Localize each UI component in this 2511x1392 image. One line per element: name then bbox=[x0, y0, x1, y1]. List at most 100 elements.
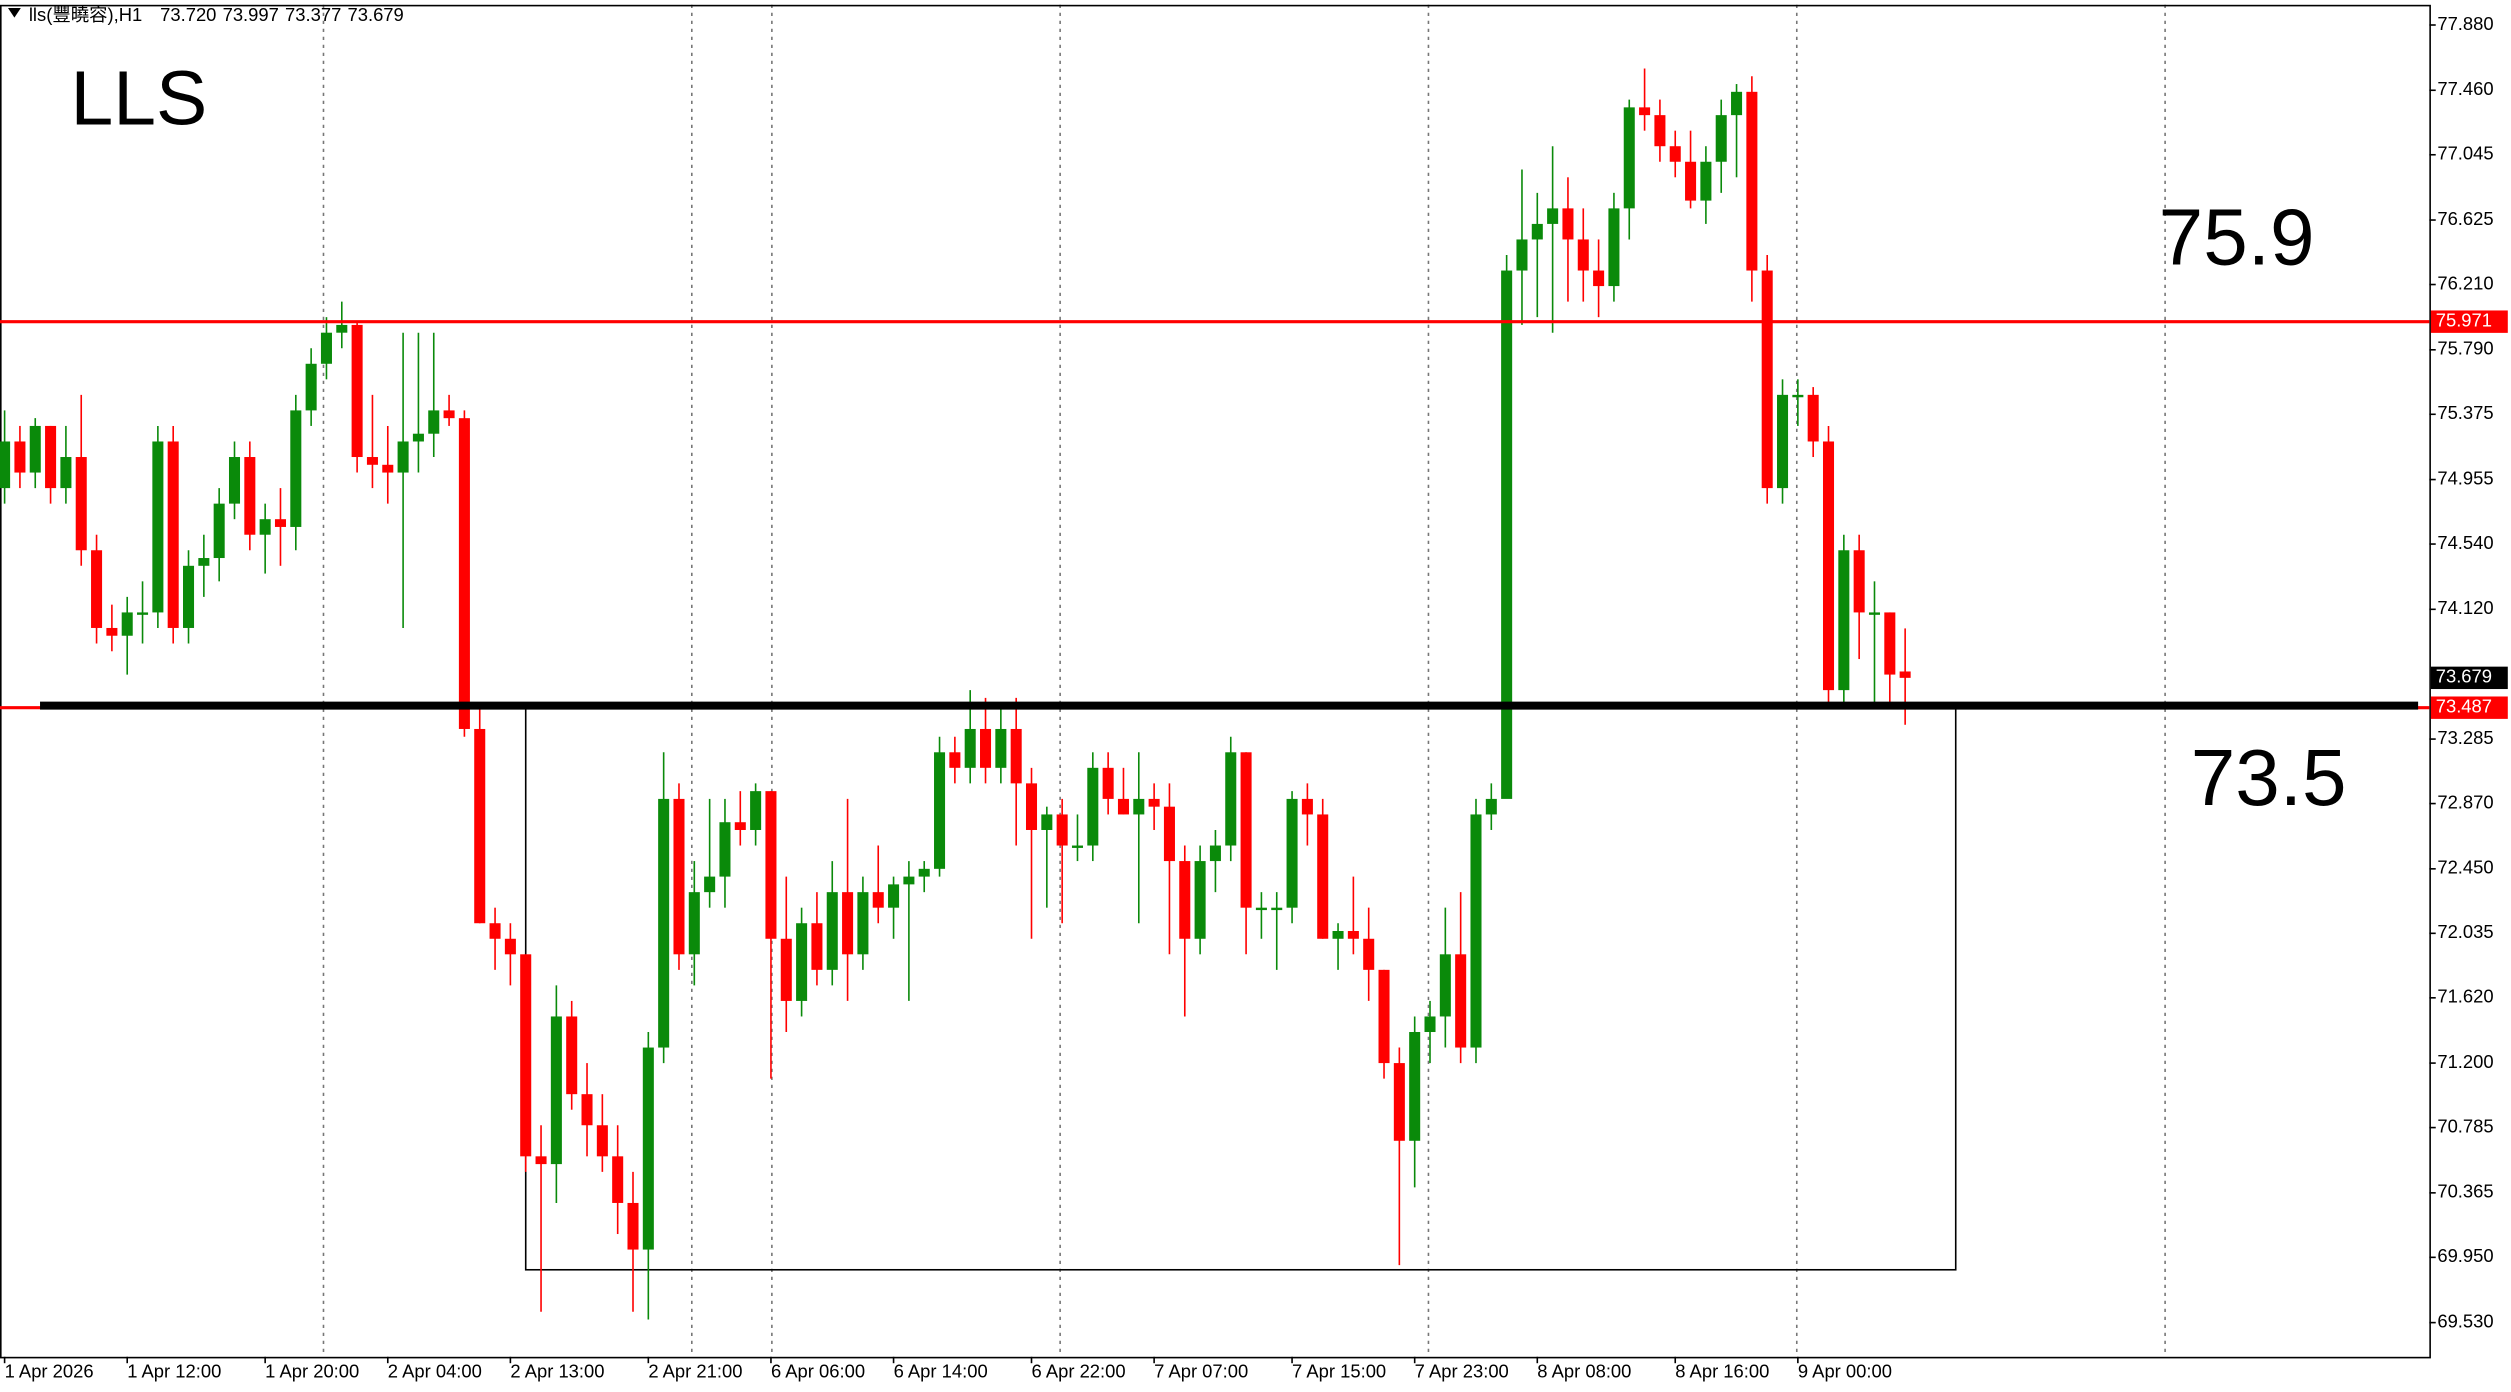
candle-body bbox=[1577, 239, 1589, 271]
candle-body bbox=[91, 550, 103, 628]
candle-body bbox=[152, 441, 164, 613]
candle-body bbox=[964, 728, 976, 768]
y-tick-label: 71.200 bbox=[2437, 1051, 2493, 1072]
chart-title: lls(豐曉容),H1 bbox=[29, 4, 142, 25]
candle-body bbox=[1746, 91, 1758, 271]
candle-body bbox=[121, 612, 133, 636]
candle-body bbox=[1332, 930, 1344, 939]
candle-body bbox=[336, 324, 348, 333]
candle-body bbox=[857, 892, 869, 955]
candle-body bbox=[198, 558, 210, 566]
candle-body bbox=[1240, 752, 1252, 908]
candle-body bbox=[1485, 798, 1497, 815]
candle-body bbox=[1378, 969, 1390, 1064]
candle-body bbox=[566, 1016, 578, 1095]
candle-body bbox=[320, 332, 332, 364]
candle-body bbox=[1715, 115, 1727, 162]
candle-body bbox=[489, 923, 501, 939]
annotation: LLS bbox=[70, 55, 207, 141]
x-tick-label: 1 Apr 12:00 bbox=[127, 1361, 221, 1382]
annotation: 73.5 bbox=[2191, 733, 2347, 822]
candle-body bbox=[1562, 208, 1574, 240]
candle-body bbox=[872, 892, 884, 908]
candle-body bbox=[719, 822, 731, 877]
candle-body bbox=[1439, 954, 1451, 1017]
candle-body bbox=[1593, 270, 1605, 287]
price-marker-label: 75.971 bbox=[2436, 310, 2492, 331]
candle-body bbox=[673, 798, 685, 955]
price-marker bbox=[2430, 666, 2508, 690]
y-tick-label: 75.790 bbox=[2437, 338, 2493, 359]
candle-body bbox=[382, 464, 394, 473]
candle-body bbox=[1822, 441, 1835, 691]
candle-body bbox=[1424, 1016, 1436, 1033]
candle-body bbox=[274, 519, 287, 527]
candle-body bbox=[596, 1125, 608, 1157]
candle-body bbox=[1639, 107, 1651, 116]
price-marker-label: 73.487 bbox=[2436, 696, 2492, 717]
candle-body bbox=[259, 519, 271, 535]
x-tick-label: 6 Apr 06:00 bbox=[771, 1361, 865, 1382]
candle-body bbox=[581, 1094, 593, 1126]
candle-body bbox=[428, 410, 440, 434]
x-tick-label: 2 Apr 04:00 bbox=[388, 1361, 482, 1382]
candle-body bbox=[75, 457, 87, 551]
menu-arrow bbox=[8, 8, 21, 18]
candle-body bbox=[366, 457, 378, 465]
candle-body bbox=[1884, 612, 1896, 675]
y-tick-label: 73.285 bbox=[2437, 727, 2493, 748]
candle-body bbox=[183, 565, 195, 628]
candle-body bbox=[1271, 907, 1283, 911]
candle-body bbox=[934, 752, 946, 869]
candle-body bbox=[305, 363, 317, 411]
candle-body bbox=[228, 457, 241, 504]
candle-body bbox=[1010, 728, 1022, 784]
y-tick-label: 70.785 bbox=[2437, 1115, 2493, 1136]
candle-body bbox=[1255, 907, 1267, 911]
x-tick-label: 2 Apr 13:00 bbox=[510, 1361, 604, 1382]
candle-body bbox=[29, 425, 41, 473]
candle-body bbox=[1654, 115, 1666, 147]
x-tick-label: 9 Apr 00:00 bbox=[1798, 1361, 1892, 1382]
candle-body bbox=[520, 954, 532, 1157]
candle-body bbox=[1868, 612, 1881, 615]
y-tick-label: 75.375 bbox=[2437, 402, 2493, 423]
candle-body bbox=[1163, 806, 1175, 862]
y-tick-label: 77.460 bbox=[2437, 78, 2493, 99]
candle-body bbox=[1102, 767, 1114, 799]
candle-body bbox=[949, 752, 961, 768]
candle-body bbox=[137, 612, 149, 615]
x-tick-label: 8 Apr 08:00 bbox=[1537, 1361, 1631, 1382]
candle-body bbox=[811, 923, 823, 970]
y-tick-label: 70.365 bbox=[2437, 1181, 2493, 1202]
quote-value: 73.997 bbox=[223, 4, 279, 25]
candle-body bbox=[734, 822, 746, 830]
candle-body bbox=[642, 1047, 654, 1250]
candle-body bbox=[1669, 146, 1681, 162]
y-tick-label: 76.625 bbox=[2437, 208, 2493, 229]
candle-body bbox=[1071, 845, 1084, 848]
y-tick-label: 74.120 bbox=[2437, 597, 2493, 618]
candle-body bbox=[1547, 208, 1559, 224]
candle-body bbox=[612, 1156, 624, 1203]
candle-body bbox=[765, 791, 777, 939]
candle-body bbox=[1623, 107, 1635, 209]
candle-body bbox=[45, 425, 57, 489]
y-tick-label: 76.210 bbox=[2437, 272, 2493, 293]
y-tick-label: 74.540 bbox=[2437, 532, 2493, 553]
candle-body bbox=[1056, 814, 1068, 846]
candle-body bbox=[1516, 239, 1528, 271]
candle-body bbox=[106, 627, 118, 636]
candle-body bbox=[1347, 930, 1359, 939]
candle-body bbox=[1179, 861, 1191, 939]
candle-body bbox=[995, 728, 1007, 768]
candle-body bbox=[1041, 814, 1053, 830]
day-separators bbox=[322, 4, 2166, 1357]
y-tick-label: 77.880 bbox=[2437, 13, 2493, 34]
candle-body bbox=[474, 728, 486, 924]
candle-body bbox=[1777, 394, 1789, 489]
candle-body bbox=[535, 1156, 547, 1165]
